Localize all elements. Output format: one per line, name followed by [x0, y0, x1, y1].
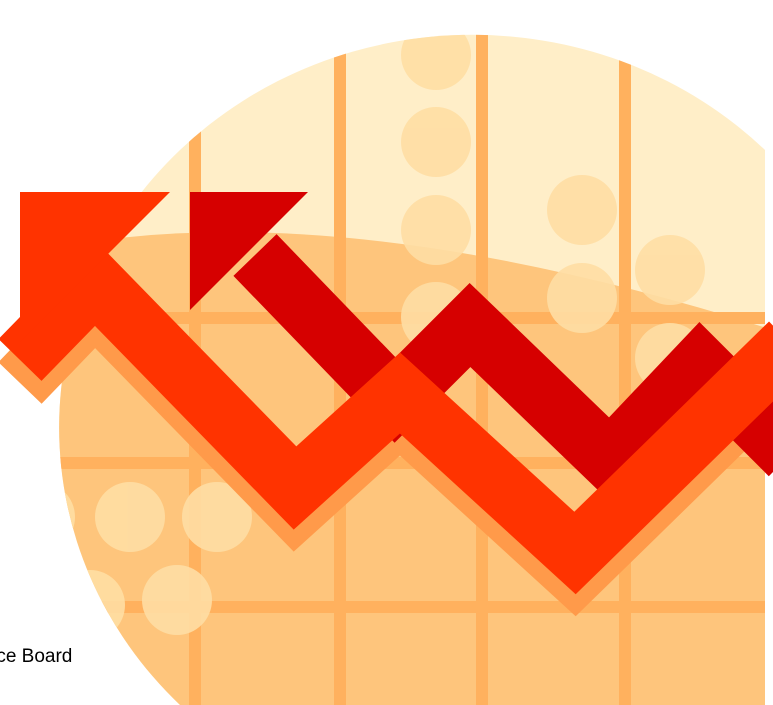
front-arrow-head	[20, 192, 170, 342]
front-arrow-body	[0, 240, 773, 595]
caption-text: rce Board	[0, 646, 73, 667]
front-trend-arrow	[0, 192, 773, 595]
back-arrow-head	[190, 192, 308, 310]
